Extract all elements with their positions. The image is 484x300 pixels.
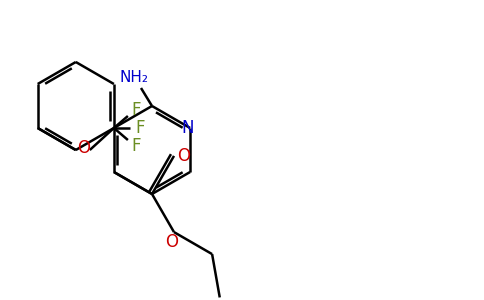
- Text: O: O: [77, 139, 91, 157]
- Text: F: F: [135, 119, 145, 137]
- Text: F: F: [131, 137, 141, 155]
- Text: F: F: [131, 101, 141, 119]
- Text: NH₂: NH₂: [120, 70, 149, 86]
- Text: O: O: [166, 233, 179, 251]
- Text: O: O: [178, 147, 191, 165]
- Text: N: N: [182, 119, 195, 137]
